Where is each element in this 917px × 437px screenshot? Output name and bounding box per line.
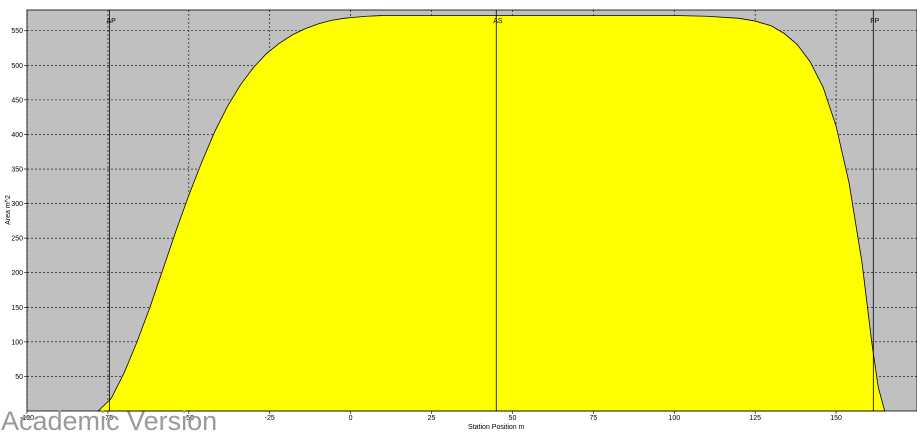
y-tick-label: 550 xyxy=(11,28,23,35)
y-tick-label: 300 xyxy=(11,201,23,208)
x-tick-label: 25 xyxy=(428,415,436,422)
y-tick-label: 100 xyxy=(11,339,23,346)
y-tick-label: 450 xyxy=(11,97,23,104)
x-tick-label: 0 xyxy=(349,415,353,422)
y-tick-label: 350 xyxy=(11,167,23,174)
x-tick-label: 75 xyxy=(589,415,597,422)
y-axis-label: Area m^2 xyxy=(5,195,12,225)
x-tick-label: -50 xyxy=(184,415,194,422)
x-tick-label: 150 xyxy=(830,415,842,422)
x-tick-label: 125 xyxy=(749,415,761,422)
y-tick-label: 150 xyxy=(11,305,23,312)
plot-area: AP AS FP xyxy=(26,10,917,412)
watermark-text: Academic Version xyxy=(1,406,217,432)
y-tick-label: 200 xyxy=(11,270,23,277)
marker-label-ap: AP xyxy=(107,18,117,25)
y-tick-label: 400 xyxy=(11,132,23,139)
x-tick-label: -75 xyxy=(103,415,113,422)
marker-label-as: AS xyxy=(493,18,503,25)
marker-label-fp: FP xyxy=(870,18,879,25)
x-tick-label: 100 xyxy=(668,415,680,422)
x-axis-label: Station Position m xyxy=(468,424,525,431)
y-tick-label: 500 xyxy=(11,63,23,70)
y-tick-label: 50 xyxy=(15,374,23,381)
x-tick-label: -100 xyxy=(20,415,34,422)
x-tick-label: 50 xyxy=(509,415,517,422)
area-series xyxy=(97,15,886,412)
y-tick-label: 250 xyxy=(11,236,23,243)
x-tick-label: -25 xyxy=(265,415,275,422)
plot-frame xyxy=(26,9,917,412)
